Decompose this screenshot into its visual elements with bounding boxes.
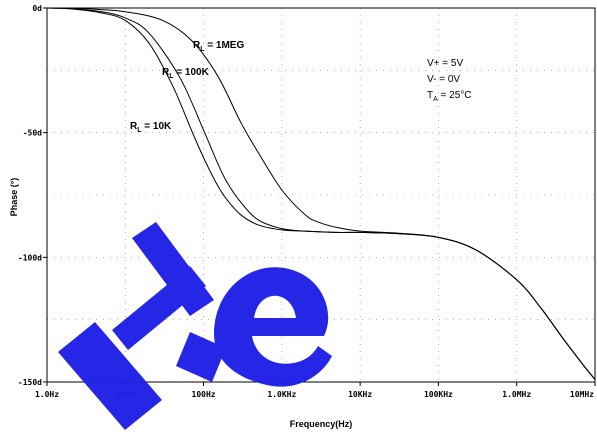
x-tick-label: 100KHz	[424, 390, 453, 399]
label-rl-10k: RL = 10K	[130, 121, 172, 134]
watermark-letter-e	[214, 267, 332, 387]
label-rl-100k: RL = 100K	[162, 67, 210, 80]
plot-frame	[46, 7, 596, 383]
condition-ta-main: T	[427, 90, 433, 101]
watermark-stroke-1	[58, 322, 162, 430]
y-axis-title: Phase (°)	[9, 178, 19, 217]
x-tick-label: 100Hz	[192, 390, 216, 399]
y-ticks: 0d -50d -100d -150d	[18, 4, 47, 387]
x-tick-label: 10MHz	[570, 390, 594, 399]
watermark-stroke-3	[112, 266, 206, 350]
label-rl-10k-sub: L	[137, 127, 142, 134]
label-rl-1meg-rest: = 1MEG	[205, 40, 245, 51]
y-tick-label: 0d	[32, 4, 42, 13]
y-tick-label: -150d	[18, 378, 42, 387]
label-rl-1meg-main: R	[193, 40, 201, 51]
label-rl-100k-main: R	[162, 67, 170, 78]
label-rl-100k-sub: L	[169, 73, 174, 80]
label-rl-10k-main: R	[130, 121, 138, 132]
condition-vplus: V+ = 5V	[427, 58, 463, 69]
condition-ta-rest: = 25°C	[438, 90, 472, 101]
x-tick-label: 1.0KHz	[267, 390, 296, 399]
label-rl-10k-rest: = 10K	[142, 121, 173, 132]
series-line	[46, 7, 596, 380]
label-rl-100k-rest: = 100K	[174, 67, 210, 78]
x-axis-title: Frequency(Hz)	[290, 419, 353, 429]
x-tick-label: 1.0MHz	[502, 390, 531, 399]
condition-ta-sub: A	[433, 96, 438, 103]
watermark	[58, 222, 332, 430]
label-rl-1meg: RL = 1MEG	[193, 40, 244, 53]
condition-vminus: V- = 0V	[427, 74, 460, 85]
y-tick-label: -50d	[23, 129, 42, 138]
curves	[46, 7, 596, 380]
watermark-stroke-4	[176, 332, 226, 382]
x-tick-label: 1.0Hz	[35, 390, 59, 399]
label-rl-1meg-sub: L	[200, 46, 205, 53]
y-tick-label: -100d	[18, 253, 42, 262]
x-tick-label: 10KHz	[348, 390, 372, 399]
condition-ta: TA = 25°C	[427, 90, 472, 103]
